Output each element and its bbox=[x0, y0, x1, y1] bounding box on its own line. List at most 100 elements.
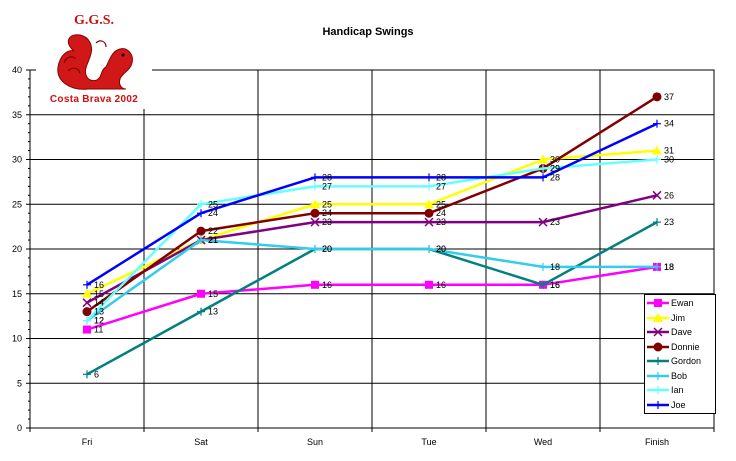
data-label-joe: 16 bbox=[94, 280, 104, 290]
data-label-jim: 30 bbox=[550, 155, 560, 165]
data-point-ian bbox=[425, 182, 433, 191]
data-point-dave bbox=[538, 217, 548, 227]
data-point-gordon bbox=[539, 280, 547, 289]
x-tick-label: Sat bbox=[194, 437, 208, 447]
data-label-ewan: 16 bbox=[436, 280, 446, 290]
legend-swatch bbox=[647, 400, 669, 409]
data-label-jim: 15 bbox=[94, 289, 104, 299]
data-point-ian bbox=[197, 200, 205, 209]
series-line-joe bbox=[86, 122, 658, 286]
data-point-donnie bbox=[82, 307, 92, 317]
data-point-bob bbox=[425, 245, 433, 253]
data-point-jim bbox=[82, 288, 92, 298]
data-label-ewan: 16 bbox=[322, 280, 332, 290]
legend-label: Bob bbox=[671, 370, 688, 381]
series-ian bbox=[83, 155, 661, 325]
data-label-bob: 18 bbox=[664, 262, 674, 272]
data-point-donnie bbox=[652, 92, 662, 102]
series-dave bbox=[82, 190, 662, 308]
legend-swatch-marker bbox=[654, 371, 662, 380]
series-donnie bbox=[82, 92, 662, 317]
legend-label: Ewan bbox=[671, 298, 694, 308]
legend-swatch-marker bbox=[654, 386, 662, 394]
legend-swatch bbox=[647, 342, 669, 351]
data-point-dave bbox=[310, 217, 320, 227]
logo-bottom-text: Costa Brava 2002 bbox=[49, 94, 139, 105]
data-point-joe bbox=[197, 209, 205, 218]
data-label-jim: 21 bbox=[208, 235, 218, 245]
data-point-donnie bbox=[196, 226, 206, 236]
legend-label: Joe bbox=[671, 399, 686, 410]
data-label-donnie: 37 bbox=[664, 92, 674, 102]
legend-swatch-marker bbox=[653, 342, 663, 351]
data-label-joe: 34 bbox=[664, 119, 674, 129]
data-label-donnie: 24 bbox=[436, 208, 446, 218]
data-point-gordon bbox=[83, 370, 91, 379]
data-label-gordon: 23 bbox=[664, 217, 674, 227]
legend-swatch bbox=[647, 312, 669, 322]
data-label-dave: 23 bbox=[550, 217, 560, 227]
data-label-bob: 12 bbox=[94, 316, 104, 326]
data-point-joe bbox=[83, 280, 91, 289]
data-label-gordon: 20 bbox=[322, 244, 332, 254]
legend-label: Gordon bbox=[671, 356, 702, 366]
y-tick-label: 0 bbox=[17, 423, 22, 433]
data-label-bob: 20 bbox=[322, 244, 332, 254]
data-point-ewan bbox=[83, 325, 91, 334]
data-point-ian bbox=[83, 316, 91, 325]
data-point-bob bbox=[311, 245, 319, 253]
data-label-joe: 28 bbox=[436, 172, 446, 182]
data-label-ewan: 16 bbox=[550, 280, 560, 290]
legend-swatch bbox=[647, 357, 669, 365]
legend-item-jim: Jim bbox=[645, 311, 715, 325]
data-point-dave bbox=[424, 217, 434, 227]
data-point-joe bbox=[653, 119, 661, 128]
data-label-ewan: 18 bbox=[664, 262, 674, 272]
series-layer bbox=[82, 92, 662, 379]
data-point-joe bbox=[425, 173, 433, 182]
data-point-dave bbox=[652, 190, 662, 200]
legend: Ewan Jim Dave Donnie Gordon Bob Ian Joe bbox=[644, 294, 716, 414]
y-tick-label: 10 bbox=[12, 334, 22, 344]
data-label-ian: 12 bbox=[94, 316, 104, 326]
logo: G.G.S. Costa Brava 2002 bbox=[36, 13, 152, 109]
data-label-bob: 18 bbox=[550, 262, 560, 272]
data-label-dave: 14 bbox=[94, 298, 104, 308]
data-point-jim bbox=[424, 199, 434, 209]
y-tick-label: 5 bbox=[17, 378, 22, 388]
legend-swatch-marker bbox=[654, 357, 662, 365]
data-label-gordon: 6 bbox=[94, 369, 99, 379]
data-label-donnie: 22 bbox=[208, 226, 218, 236]
data-label-ian: 27 bbox=[322, 181, 332, 191]
y-tick-label: 30 bbox=[12, 155, 22, 165]
legend-swatch-marker bbox=[653, 312, 663, 322]
data-label-joe: 24 bbox=[208, 208, 218, 218]
legend-swatch-marker bbox=[654, 299, 662, 307]
data-label-ewan: 15 bbox=[208, 289, 218, 299]
y-tick-label: 35 bbox=[12, 110, 22, 120]
legend-item-ian: Ian bbox=[645, 383, 715, 397]
legend-label: Jim bbox=[671, 312, 685, 323]
series-line-ewan bbox=[86, 265, 658, 331]
data-label-ewan: 11 bbox=[94, 325, 103, 335]
series-line-ian bbox=[86, 158, 658, 322]
data-point-donnie bbox=[424, 208, 434, 218]
legend-label: Donnie bbox=[671, 341, 700, 352]
data-point-gordon bbox=[653, 218, 661, 227]
data-point-jim bbox=[652, 145, 662, 155]
legend-swatch bbox=[647, 371, 669, 380]
data-label-dave: 26 bbox=[664, 190, 674, 200]
data-point-bob bbox=[539, 262, 547, 271]
y-tick-label: 25 bbox=[12, 199, 22, 209]
data-point-ewan bbox=[425, 280, 433, 289]
data-label-ian: 25 bbox=[208, 199, 218, 209]
data-label-jim: 25 bbox=[436, 199, 446, 209]
data-label-gordon: 20 bbox=[436, 244, 446, 254]
data-label-joe: 28 bbox=[550, 172, 560, 182]
legend-item-bob: Bob bbox=[645, 369, 715, 383]
x-tick-label: Sun bbox=[307, 437, 323, 447]
legend-item-joe: Joe bbox=[645, 398, 715, 412]
legend-swatch-marker bbox=[654, 400, 662, 409]
